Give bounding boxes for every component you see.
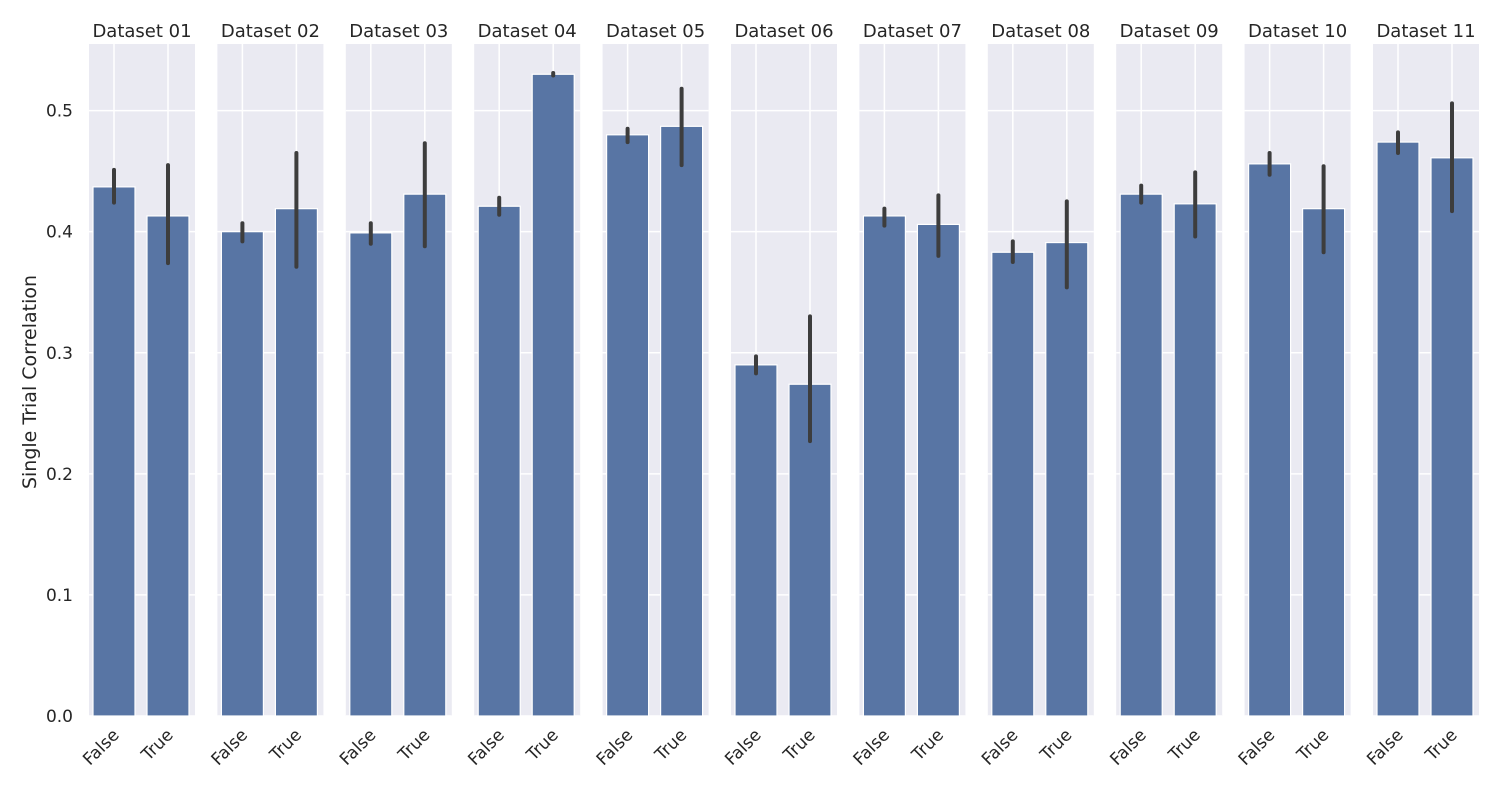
y-tick-label: 0.2	[46, 465, 73, 485]
x-tick-label: True	[779, 725, 819, 765]
bar	[1301, 208, 1346, 717]
bar	[605, 134, 650, 717]
bar	[916, 223, 961, 717]
x-tick-label: False	[208, 725, 252, 769]
x-tick-label: False	[79, 725, 123, 769]
bar	[862, 215, 907, 717]
x-tick-label: False	[978, 725, 1022, 769]
x-tick-label: True	[1293, 725, 1333, 765]
y-tick-label: 0.5	[46, 102, 73, 122]
x-tick-label: True	[1164, 725, 1204, 765]
bar	[991, 251, 1035, 717]
x-tick-label: True	[1036, 725, 1076, 765]
x-tick-label: True	[137, 725, 177, 765]
x-tick-label: False	[850, 725, 894, 769]
y-tick-label: 0.3	[46, 344, 73, 364]
x-tick-label: True	[522, 725, 562, 765]
panel-title: Dataset 01	[92, 21, 191, 42]
panel-title: Dataset 09	[1120, 21, 1219, 42]
x-tick-label: True	[908, 725, 948, 765]
x-tick-label: False	[1235, 725, 1279, 769]
panel-title: Dataset 05	[606, 21, 705, 42]
bar	[659, 125, 704, 717]
panel-title: Dataset 03	[349, 21, 448, 42]
panel-title: Dataset 04	[478, 21, 577, 42]
x-tick-label: True	[651, 725, 691, 765]
y-tick-label: 0.4	[46, 223, 73, 243]
bar	[1247, 163, 1292, 717]
bar	[531, 73, 575, 717]
x-tick-label: False	[593, 725, 637, 769]
x-tick-label: False	[1363, 725, 1407, 769]
y-tick-label: 0.0	[46, 707, 73, 727]
bar	[1376, 141, 1420, 717]
x-tick-label: True	[1421, 725, 1461, 765]
x-tick-label: False	[336, 725, 380, 769]
bar	[146, 215, 190, 717]
bar	[1430, 157, 1474, 717]
y-tick-label: 0.1	[46, 586, 73, 606]
panel-title: Dataset 02	[221, 21, 320, 42]
bar	[1045, 241, 1089, 717]
panel-title: Dataset 11	[1376, 21, 1475, 42]
x-tick-label: True	[394, 725, 434, 765]
bar	[1119, 193, 1163, 717]
panel-title: Dataset 08	[991, 21, 1090, 42]
bar	[477, 205, 521, 717]
bar	[1173, 203, 1217, 717]
x-tick-label: True	[266, 725, 306, 765]
x-tick-label: False	[464, 725, 508, 769]
bar	[220, 231, 264, 717]
panel-title: Dataset 06	[734, 21, 833, 42]
bar	[92, 186, 136, 717]
x-tick-label: False	[1106, 725, 1150, 769]
panel-title: Dataset 07	[863, 21, 962, 42]
bar	[274, 208, 318, 717]
x-tick-label: False	[721, 725, 765, 769]
bar	[403, 193, 447, 717]
y-axis-label: Single Trial Correlation	[19, 275, 41, 489]
bar	[734, 364, 778, 717]
panel-title: Dataset 10	[1248, 21, 1347, 42]
bar	[349, 232, 393, 717]
